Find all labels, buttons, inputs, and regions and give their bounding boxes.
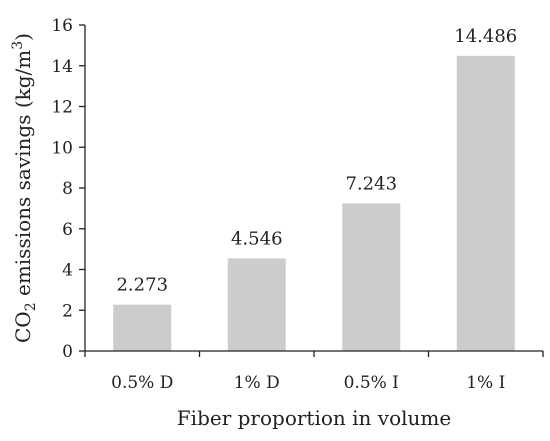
data-label-0: 2.273 [116, 275, 168, 296]
data-label-3: 14.486 [454, 26, 517, 47]
bar-1 [227, 258, 286, 351]
bar-0 [113, 304, 172, 351]
x-tick-label-0: 0.5% D [111, 373, 173, 393]
y-tick-label-2: 4 [62, 261, 73, 281]
y-axis-title-subscript: 2 [23, 302, 39, 311]
y-axis-title: CO2 emissions savings (kg/m3) [10, 33, 39, 343]
bar-3 [456, 55, 515, 352]
bar-2 [342, 203, 401, 351]
x-axis-title: Fiber proportion in volume [177, 406, 451, 430]
y-axis-title-superscript: 3 [10, 41, 26, 50]
x-tick-label-2: 0.5% I [344, 373, 399, 393]
x-tick-label-3: 1% I [466, 373, 505, 393]
y-tick-label-8: 16 [51, 16, 73, 36]
y-axis-title-suffix: ) [11, 33, 35, 41]
y-tick-label-3: 6 [62, 220, 73, 240]
y-tick-label-7: 14 [51, 57, 73, 77]
y-axis-title-middle: emissions savings (kg/m [11, 50, 35, 303]
data-labels-group: 2.273 4.546 7.243 14.486 [116, 26, 517, 296]
y-tick-label-4: 8 [62, 179, 73, 199]
data-label-1: 4.546 [231, 228, 283, 249]
y-tick-label-0: 0 [62, 342, 73, 362]
data-label-2: 7.243 [345, 173, 397, 194]
y-axis-title-prefix: CO [11, 311, 35, 343]
y-tick-label-5: 10 [51, 138, 73, 158]
y-tick-label-1: 2 [62, 301, 73, 321]
y-tick-label-6: 12 [51, 98, 73, 118]
x-ticks-group: 0.5% D 1% D 0.5% I 1% I [84, 351, 544, 393]
y-ticks-group: 0 2 4 6 8 10 12 14 16 [51, 16, 85, 362]
x-tick-label-1: 1% D [234, 373, 280, 393]
bars-group [113, 55, 515, 352]
